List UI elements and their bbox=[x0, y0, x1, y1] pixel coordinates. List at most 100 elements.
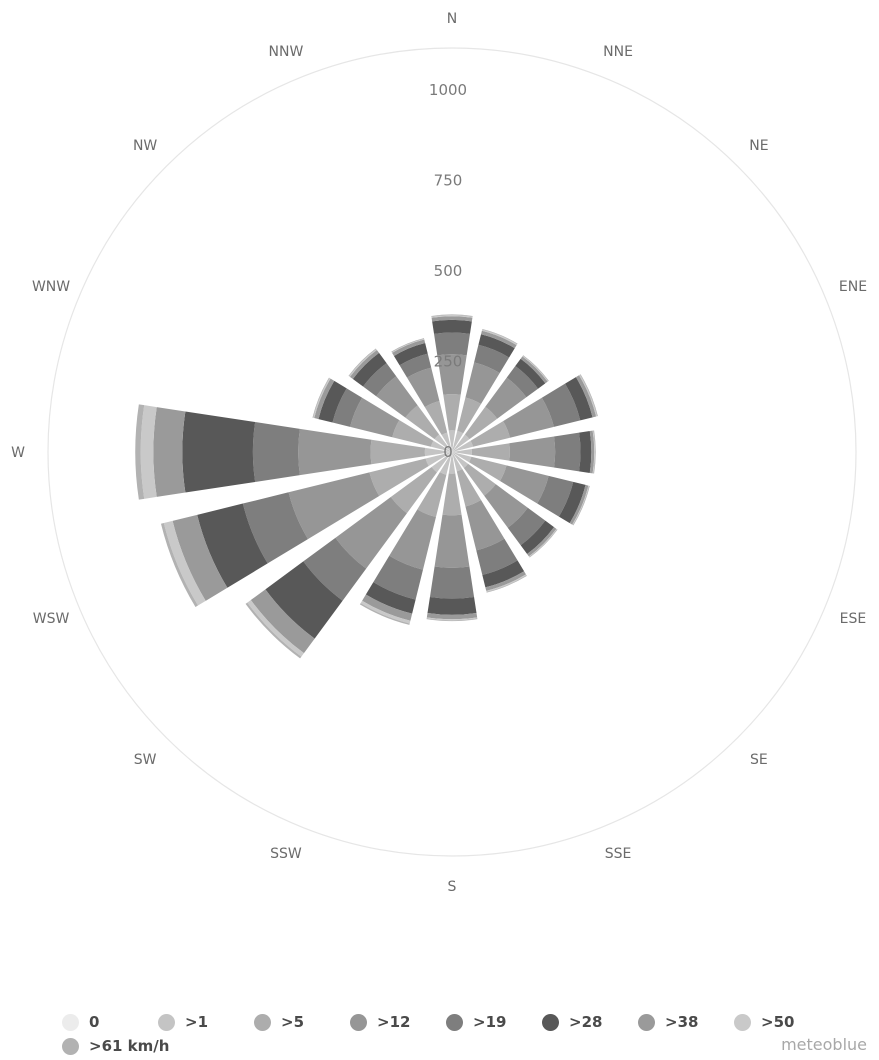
petal-segment bbox=[465, 500, 505, 551]
petal-segment bbox=[481, 329, 518, 346]
radial-tick-labels: 0 250 500 750 1000 bbox=[429, 81, 467, 461]
petal-segment bbox=[417, 472, 447, 518]
petal-segment bbox=[391, 338, 425, 353]
petal-segment bbox=[426, 617, 478, 621]
petal-segment bbox=[500, 465, 549, 504]
petal-segment bbox=[313, 378, 331, 419]
radial-tick-label: 500 bbox=[434, 262, 463, 280]
legend-label: >38 bbox=[665, 1013, 699, 1031]
direction-label-nne: NNE bbox=[603, 44, 633, 60]
petal-segment bbox=[431, 314, 473, 317]
petal-segment bbox=[424, 447, 452, 457]
petal-segment bbox=[589, 430, 595, 474]
legend-item[interactable]: >5 bbox=[254, 1013, 334, 1031]
legend-swatch bbox=[734, 1013, 751, 1031]
petals bbox=[135, 314, 598, 659]
petal-segment bbox=[575, 375, 597, 418]
legend-swatch bbox=[638, 1013, 655, 1031]
petal-segment bbox=[579, 374, 598, 417]
petal-segment bbox=[478, 334, 515, 358]
petal-segment bbox=[465, 362, 500, 404]
petal-segment bbox=[456, 469, 482, 507]
petal-segment bbox=[474, 344, 510, 373]
petal-segment bbox=[452, 449, 472, 455]
petal-segment bbox=[486, 574, 527, 592]
petal-segment bbox=[579, 374, 598, 417]
petal-e[interactable] bbox=[452, 430, 596, 474]
petal-ne[interactable] bbox=[452, 355, 549, 452]
direction-label-wsw: WSW bbox=[33, 611, 70, 627]
direction-label-se: SE bbox=[750, 752, 768, 768]
petal-segment bbox=[373, 555, 423, 600]
petal-segment bbox=[463, 463, 496, 496]
petal-segment bbox=[520, 520, 555, 555]
petal-segment bbox=[485, 571, 526, 591]
petal-n[interactable] bbox=[431, 314, 473, 452]
petal-nw[interactable] bbox=[348, 348, 452, 452]
petal-segment bbox=[476, 538, 518, 576]
petal-segment bbox=[431, 316, 473, 322]
petal-segment bbox=[426, 613, 478, 620]
petal-nne[interactable] bbox=[452, 328, 518, 452]
petal-segment bbox=[370, 439, 426, 465]
petal-w[interactable] bbox=[135, 404, 452, 500]
petal-ssw[interactable] bbox=[359, 452, 452, 625]
petal-segment bbox=[464, 406, 498, 440]
legend-item[interactable]: >1 bbox=[158, 1013, 238, 1031]
radial-tick-label: 250 bbox=[434, 353, 463, 371]
legend-item[interactable]: >12 bbox=[350, 1013, 430, 1031]
petal-sse[interactable] bbox=[452, 452, 527, 593]
petal-segment bbox=[452, 452, 472, 463]
petal-wsw[interactable] bbox=[160, 452, 452, 608]
petal-segment bbox=[452, 452, 463, 472]
direction-label-wnw: WNW bbox=[32, 279, 70, 295]
petal-segment bbox=[439, 452, 452, 475]
legend-item[interactable]: >38 bbox=[638, 1013, 718, 1031]
petal-segment bbox=[242, 492, 308, 564]
legend-swatch bbox=[62, 1013, 79, 1031]
petal-segment bbox=[553, 432, 581, 472]
petal-s[interactable] bbox=[426, 452, 478, 622]
petal-segment bbox=[541, 383, 581, 427]
petal-segment bbox=[442, 473, 462, 516]
petal-segment bbox=[288, 472, 380, 540]
petal-segment bbox=[572, 485, 590, 526]
legend-label: >61 km/h bbox=[89, 1037, 170, 1055]
direction-label-ene: ENE bbox=[839, 279, 867, 295]
petal-segment bbox=[572, 485, 590, 526]
legend-item[interactable]: 0 bbox=[62, 1013, 142, 1031]
petal-segment bbox=[335, 497, 407, 569]
petal-segment bbox=[503, 397, 554, 438]
petal-segment bbox=[434, 434, 452, 452]
petal-segment bbox=[349, 349, 377, 377]
petal-nnw[interactable] bbox=[391, 338, 452, 452]
petal-segment bbox=[430, 440, 452, 452]
petal-segment bbox=[363, 363, 397, 397]
legend-item[interactable]: >28 bbox=[542, 1013, 622, 1031]
petal-se[interactable] bbox=[452, 452, 558, 558]
legend-swatch bbox=[446, 1013, 463, 1031]
petal-ene[interactable] bbox=[452, 374, 598, 452]
petal-segment bbox=[558, 481, 586, 524]
petal-segment bbox=[486, 575, 527, 593]
petal-segment bbox=[509, 436, 556, 468]
legend-label: >1 bbox=[185, 1013, 209, 1031]
direction-label-sw: SW bbox=[134, 752, 157, 768]
petal-segment bbox=[441, 432, 452, 452]
petal-segment bbox=[448, 430, 456, 452]
petal-segment bbox=[443, 394, 461, 431]
legend-swatch bbox=[254, 1013, 271, 1031]
legend-swatch bbox=[350, 1013, 367, 1031]
legend-item[interactable]: >61 km/h bbox=[62, 1037, 169, 1055]
petal-segment bbox=[376, 376, 418, 418]
petal-segment bbox=[392, 339, 426, 356]
legend-item[interactable]: >19 bbox=[446, 1013, 526, 1031]
legend-item[interactable]: >50 bbox=[734, 1013, 814, 1031]
petal-ese[interactable] bbox=[452, 452, 590, 526]
petal-segment bbox=[452, 452, 469, 469]
petal-wnw[interactable] bbox=[312, 377, 452, 452]
petal-sw[interactable] bbox=[245, 452, 452, 659]
petal-segment bbox=[250, 589, 315, 654]
petal-segment bbox=[349, 349, 380, 380]
petal-segment bbox=[565, 377, 593, 421]
